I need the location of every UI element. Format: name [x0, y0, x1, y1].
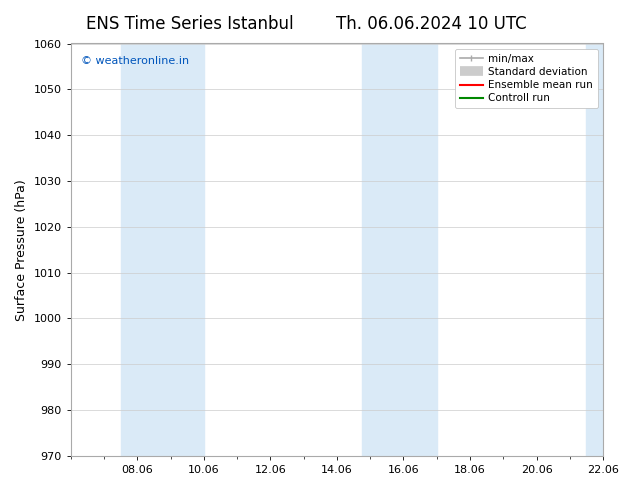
Legend: min/max, Standard deviation, Ensemble mean run, Controll run: min/max, Standard deviation, Ensemble me… — [455, 49, 598, 108]
Text: Th. 06.06.2024 10 UTC: Th. 06.06.2024 10 UTC — [336, 15, 526, 33]
Bar — [120, 44, 204, 456]
Bar — [586, 44, 634, 456]
Text: ENS Time Series Istanbul: ENS Time Series Istanbul — [86, 15, 294, 33]
Bar — [362, 44, 437, 456]
Text: © weatheronline.in: © weatheronline.in — [81, 56, 190, 66]
Y-axis label: Surface Pressure (hPa): Surface Pressure (hPa) — [15, 179, 28, 320]
